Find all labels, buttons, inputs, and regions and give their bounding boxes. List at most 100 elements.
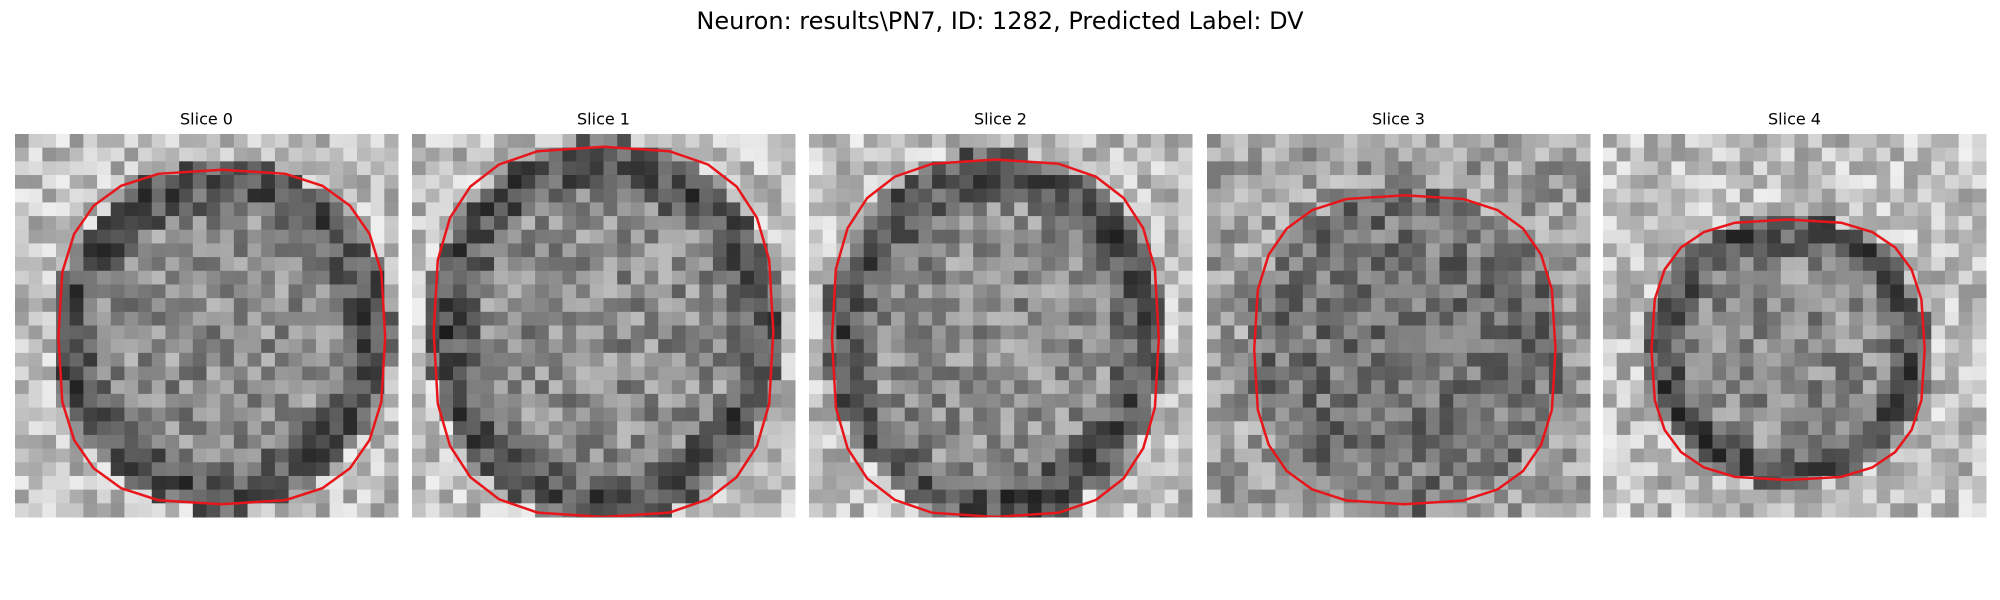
pixel [767,352,782,368]
pixel [699,147,714,162]
pixel [726,366,741,381]
pixel [562,216,577,231]
pixel [1343,339,1358,354]
pixel [1890,366,1905,381]
pixel [179,352,194,368]
pixel [1931,216,1946,231]
pixel [206,475,221,491]
pixel [179,270,194,285]
pixel [726,489,741,504]
pixel [1535,161,1550,176]
pixel [781,134,796,149]
pixel [685,475,700,491]
pixel [370,161,385,176]
pixel [603,339,618,354]
pixel [535,325,550,340]
slice-image [15,134,399,518]
pixel [1644,407,1659,422]
pixel [1137,188,1152,203]
pixel [1343,462,1358,477]
pixel [233,380,249,395]
pixel [1164,434,1179,450]
pixel [1096,380,1111,395]
pixel [1548,270,1564,285]
pixel [28,188,43,203]
pixel [1808,298,1823,313]
pixel [1207,434,1222,450]
pixel [740,161,755,176]
pixel [15,202,30,217]
pixel [1082,366,1097,381]
pixel [1220,448,1235,463]
pixel [1917,298,1932,313]
pixel [644,421,659,436]
pixel [179,147,194,162]
pixel [28,462,43,477]
pixel [1931,134,1946,149]
pixel [1357,407,1372,422]
pixel [521,175,536,190]
pixel [1576,257,1591,272]
pixel [945,475,960,491]
pixel [712,284,728,299]
pixel [1849,380,1864,395]
pixel [329,229,344,244]
pixel [1521,352,1536,368]
pixel [1041,311,1056,326]
pixel [233,503,249,518]
pixel [904,202,919,217]
pixel [836,339,851,354]
pixel [165,393,180,409]
pixel [1944,421,1960,436]
pixel [1876,407,1891,422]
pixel [959,352,974,368]
pixel [494,407,509,422]
pixel [1562,270,1577,285]
pixel [1644,475,1659,491]
pixel [1794,229,1809,244]
pixel [1603,284,1618,299]
pixel [1726,188,1741,203]
pixel [1371,257,1386,272]
pixel [1123,161,1138,176]
pixel [1027,421,1043,436]
pixel [1698,380,1713,395]
pixel [809,434,824,450]
pixel [1685,284,1700,299]
pixel [1302,407,1317,422]
pixel [959,147,974,162]
pixel [1439,134,1454,149]
pixel [1316,229,1331,244]
pixel [1835,188,1850,203]
pixel [1357,421,1372,436]
pixel [1972,339,1987,354]
pixel [1698,257,1713,272]
pixel [699,325,714,340]
pixel [356,366,372,381]
pixel [562,188,577,203]
pixel [356,352,372,368]
pixel [302,380,317,395]
pixel [1931,393,1946,409]
pixel [753,366,769,381]
pixel [740,134,755,149]
pixel [1412,270,1427,285]
pixel [1958,161,1973,176]
pixel [863,284,878,299]
pixel [986,216,1001,231]
pixel [1330,325,1345,340]
pixel [1494,202,1509,217]
pixel [767,339,782,354]
pixel [877,421,892,436]
pixel [1398,407,1413,422]
pixel [877,161,892,176]
pixel [589,448,604,463]
pixel [767,257,782,272]
pixel [918,229,933,244]
pixel [97,147,112,162]
pixel [466,339,481,354]
pixel [863,407,878,422]
pixel [1439,352,1454,368]
pixel [1739,284,1754,299]
pixel [973,503,988,518]
